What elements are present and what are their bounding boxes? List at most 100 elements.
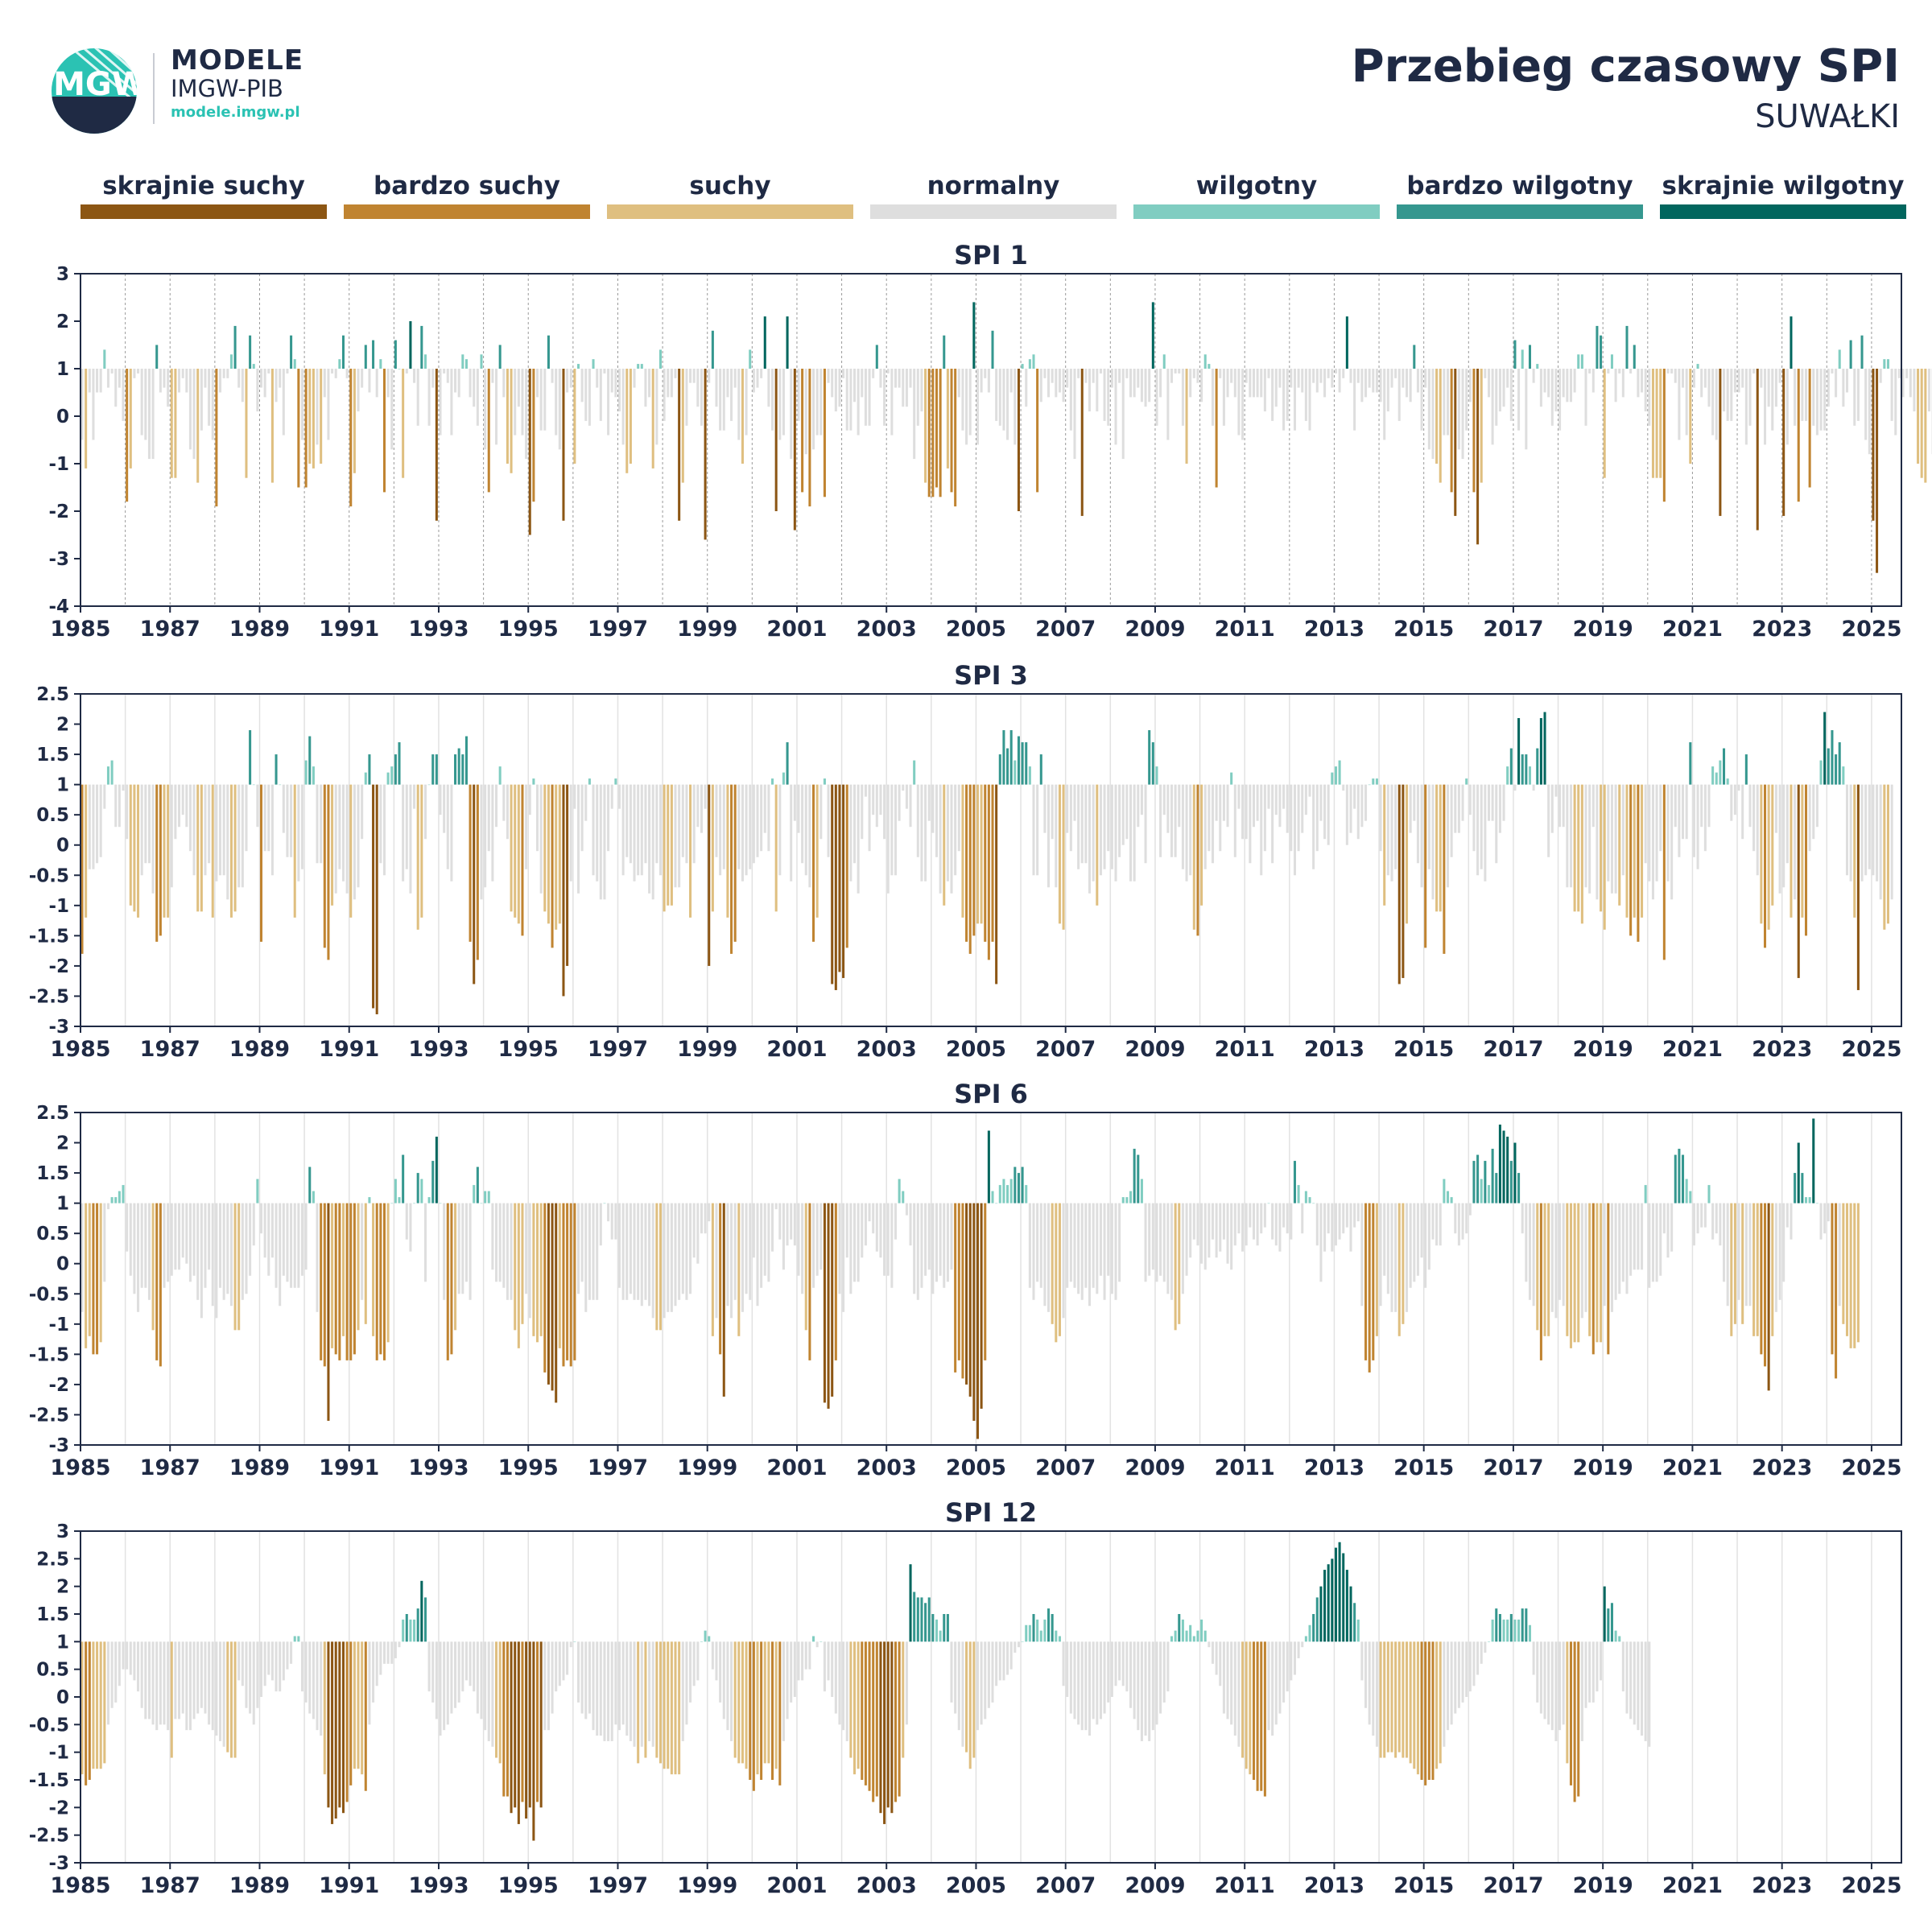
spi-bar <box>651 1641 654 1747</box>
spi-bar <box>592 359 595 369</box>
spi-bar <box>357 1641 360 1769</box>
spi-bar <box>1509 369 1513 421</box>
spi-bar <box>279 784 282 786</box>
spi-bar <box>151 1641 155 1725</box>
spi-bar <box>118 1641 121 1686</box>
spi-bar <box>838 369 841 407</box>
spi-bar <box>1375 778 1378 785</box>
spi-bar <box>1080 369 1084 516</box>
spi-bar <box>316 1203 319 1312</box>
spi-bar <box>1629 369 1633 374</box>
spi-bar <box>1588 1641 1591 1703</box>
spi-bar <box>155 784 159 942</box>
spi-bar <box>980 369 983 393</box>
spi-bar <box>215 369 218 507</box>
spi-bar <box>155 1203 159 1360</box>
spi-bar <box>1554 369 1558 412</box>
spi-bar <box>237 784 241 888</box>
spi-bar <box>610 1203 613 1240</box>
spi-bar <box>454 1641 457 1708</box>
x-tick-label: 2021 <box>1662 617 1723 642</box>
spi-bar <box>1584 784 1587 888</box>
spi-bar <box>1528 1624 1532 1642</box>
spi-bar <box>812 1203 815 1288</box>
spi-bar <box>1625 325 1629 369</box>
spi-bar <box>1353 1603 1356 1642</box>
spi-bar <box>1584 369 1587 426</box>
spi-bar <box>334 1641 337 1819</box>
brand-url[interactable]: modele.imgw.pl <box>171 104 300 121</box>
spi-bar <box>1032 1614 1035 1642</box>
spi-bar <box>1730 369 1733 421</box>
spi-bar <box>569 784 572 881</box>
spi-bar <box>219 369 222 393</box>
spi-bar <box>96 1641 99 1769</box>
spi-bar <box>760 369 763 378</box>
spi-bar <box>902 369 905 407</box>
spi-bar <box>715 1203 718 1319</box>
spi-bar <box>1189 784 1192 876</box>
spi-bar <box>361 1203 364 1300</box>
spi-bar <box>812 784 815 942</box>
spi-bar <box>249 1641 252 1714</box>
spi-bar <box>551 369 554 383</box>
x-tick-label: 2009 <box>1125 617 1185 642</box>
spi-bar <box>1767 1203 1770 1391</box>
spi-bar <box>610 1641 613 1741</box>
spi-bar <box>745 1203 748 1294</box>
spi-bar <box>704 369 707 540</box>
spi-bar <box>1140 1179 1143 1203</box>
spi-bar <box>372 1641 375 1703</box>
y-tick-label: 1.5 <box>36 1604 69 1625</box>
spi-bar <box>1513 340 1517 369</box>
x-tick-label: 1991 <box>319 617 379 642</box>
spi-bar <box>849 369 852 431</box>
spi-bar <box>1797 369 1800 502</box>
spi-bar <box>1580 1203 1583 1319</box>
spi-bar <box>815 784 819 918</box>
spi-bar <box>868 784 871 852</box>
spi-bar <box>584 1641 588 1719</box>
spi-bar <box>439 1641 442 1736</box>
spi-bar <box>1162 1203 1166 1282</box>
legend-swatch <box>1133 204 1380 219</box>
spi-bar <box>103 1641 106 1764</box>
spi-bar <box>1539 1641 1542 1714</box>
spi-bar <box>1692 1203 1695 1246</box>
spi-bar <box>1558 784 1562 828</box>
spi-bar <box>1200 784 1203 906</box>
spi-bar <box>1051 1203 1054 1324</box>
spi-bar <box>222 1641 225 1747</box>
spi-bar <box>539 369 543 431</box>
spi-bar <box>300 1203 304 1276</box>
spi-bar <box>1897 369 1901 378</box>
y-tick-label: 0.5 <box>36 1660 69 1681</box>
spi-bar <box>1189 1624 1192 1642</box>
spi-bar <box>1353 784 1356 809</box>
spi-bar <box>644 1203 647 1300</box>
spi-bar <box>722 369 725 431</box>
spi-bar <box>621 784 625 876</box>
spi-bar <box>1230 1641 1233 1725</box>
spi-bar <box>1237 1203 1241 1234</box>
spi-bar <box>580 1203 584 1282</box>
spi-bar <box>1233 1641 1236 1736</box>
spi-bar <box>566 784 569 966</box>
x-tick-label: 2003 <box>857 1037 917 1062</box>
spi-bar <box>85 1641 88 1785</box>
spi-bar <box>584 1203 588 1312</box>
spi-bar <box>405 1203 408 1240</box>
spi-bar <box>939 369 942 497</box>
legend-label: normalny <box>927 171 1060 200</box>
spi-bar <box>946 1614 949 1642</box>
spi-bar <box>1913 369 1916 412</box>
spi-bar <box>80 1203 84 1312</box>
spi-bar <box>163 1203 166 1288</box>
spi-bar <box>353 369 356 473</box>
spi-bar <box>1375 369 1378 393</box>
spi-bar <box>1219 1203 1222 1252</box>
x-tick-label: 2017 <box>1483 1455 1543 1480</box>
spi-bar <box>196 784 200 912</box>
spi-bar <box>1349 1203 1352 1252</box>
spi-bar <box>1737 369 1740 393</box>
